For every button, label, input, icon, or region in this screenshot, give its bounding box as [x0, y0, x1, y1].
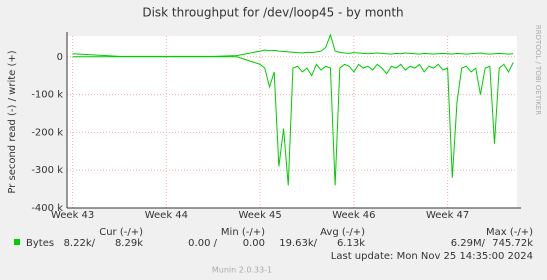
- chart-title: Disk throughput for /dev/loop45 - by mon…: [142, 6, 403, 20]
- legend-value: 6.29M/: [451, 238, 486, 249]
- x-tick-label: Week 46: [332, 210, 375, 221]
- legend-header: Max (-/+): [486, 227, 533, 238]
- x-tick-label: Week 44: [145, 210, 188, 221]
- x-tick-label: Week 43: [51, 210, 94, 221]
- x-tick-label: Week 45: [238, 210, 281, 221]
- y-tick-label: -200 k: [31, 127, 63, 138]
- y-tick-label: -100 k: [31, 90, 63, 101]
- data-line: [72, 56, 514, 186]
- legend-value: 8.22k/: [64, 238, 96, 249]
- data-line: [72, 33, 514, 57]
- legend-swatch: [14, 239, 20, 245]
- last-update: Last update: Mon Nov 25 14:35:00 2024: [331, 251, 533, 262]
- legend-value: 6.13k: [337, 238, 365, 249]
- plot-area: [67, 36, 517, 208]
- legend-header: Avg (-/+): [320, 227, 365, 238]
- legend-value: 745.72k: [492, 238, 533, 249]
- legend-header: Cur (-/+): [99, 227, 143, 238]
- x-tick-label: Week 47: [426, 210, 469, 221]
- legend-value: 0.00: [243, 238, 265, 249]
- legend-value: 0.00 /: [188, 238, 217, 249]
- legend-value: 19.63k/: [279, 238, 317, 249]
- side-label: RRDTOOL / TOBI OETIKER: [534, 25, 542, 115]
- y-tick-label: -300 k: [31, 165, 63, 176]
- legend-header: Min (-/+): [221, 227, 265, 238]
- legend-entry: Bytes: [26, 238, 54, 249]
- footer: Munin 2.0.33-1: [212, 266, 272, 275]
- y-tick-label: -400 k: [31, 203, 63, 214]
- y-tick-label: 0: [57, 52, 63, 63]
- y-axis-label: Pr second read (-) / write (+): [7, 50, 18, 193]
- legend-value: 8.29k: [115, 238, 143, 249]
